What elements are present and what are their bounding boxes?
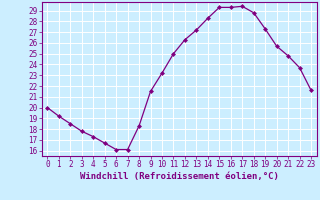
X-axis label: Windchill (Refroidissement éolien,°C): Windchill (Refroidissement éolien,°C) (80, 172, 279, 181)
